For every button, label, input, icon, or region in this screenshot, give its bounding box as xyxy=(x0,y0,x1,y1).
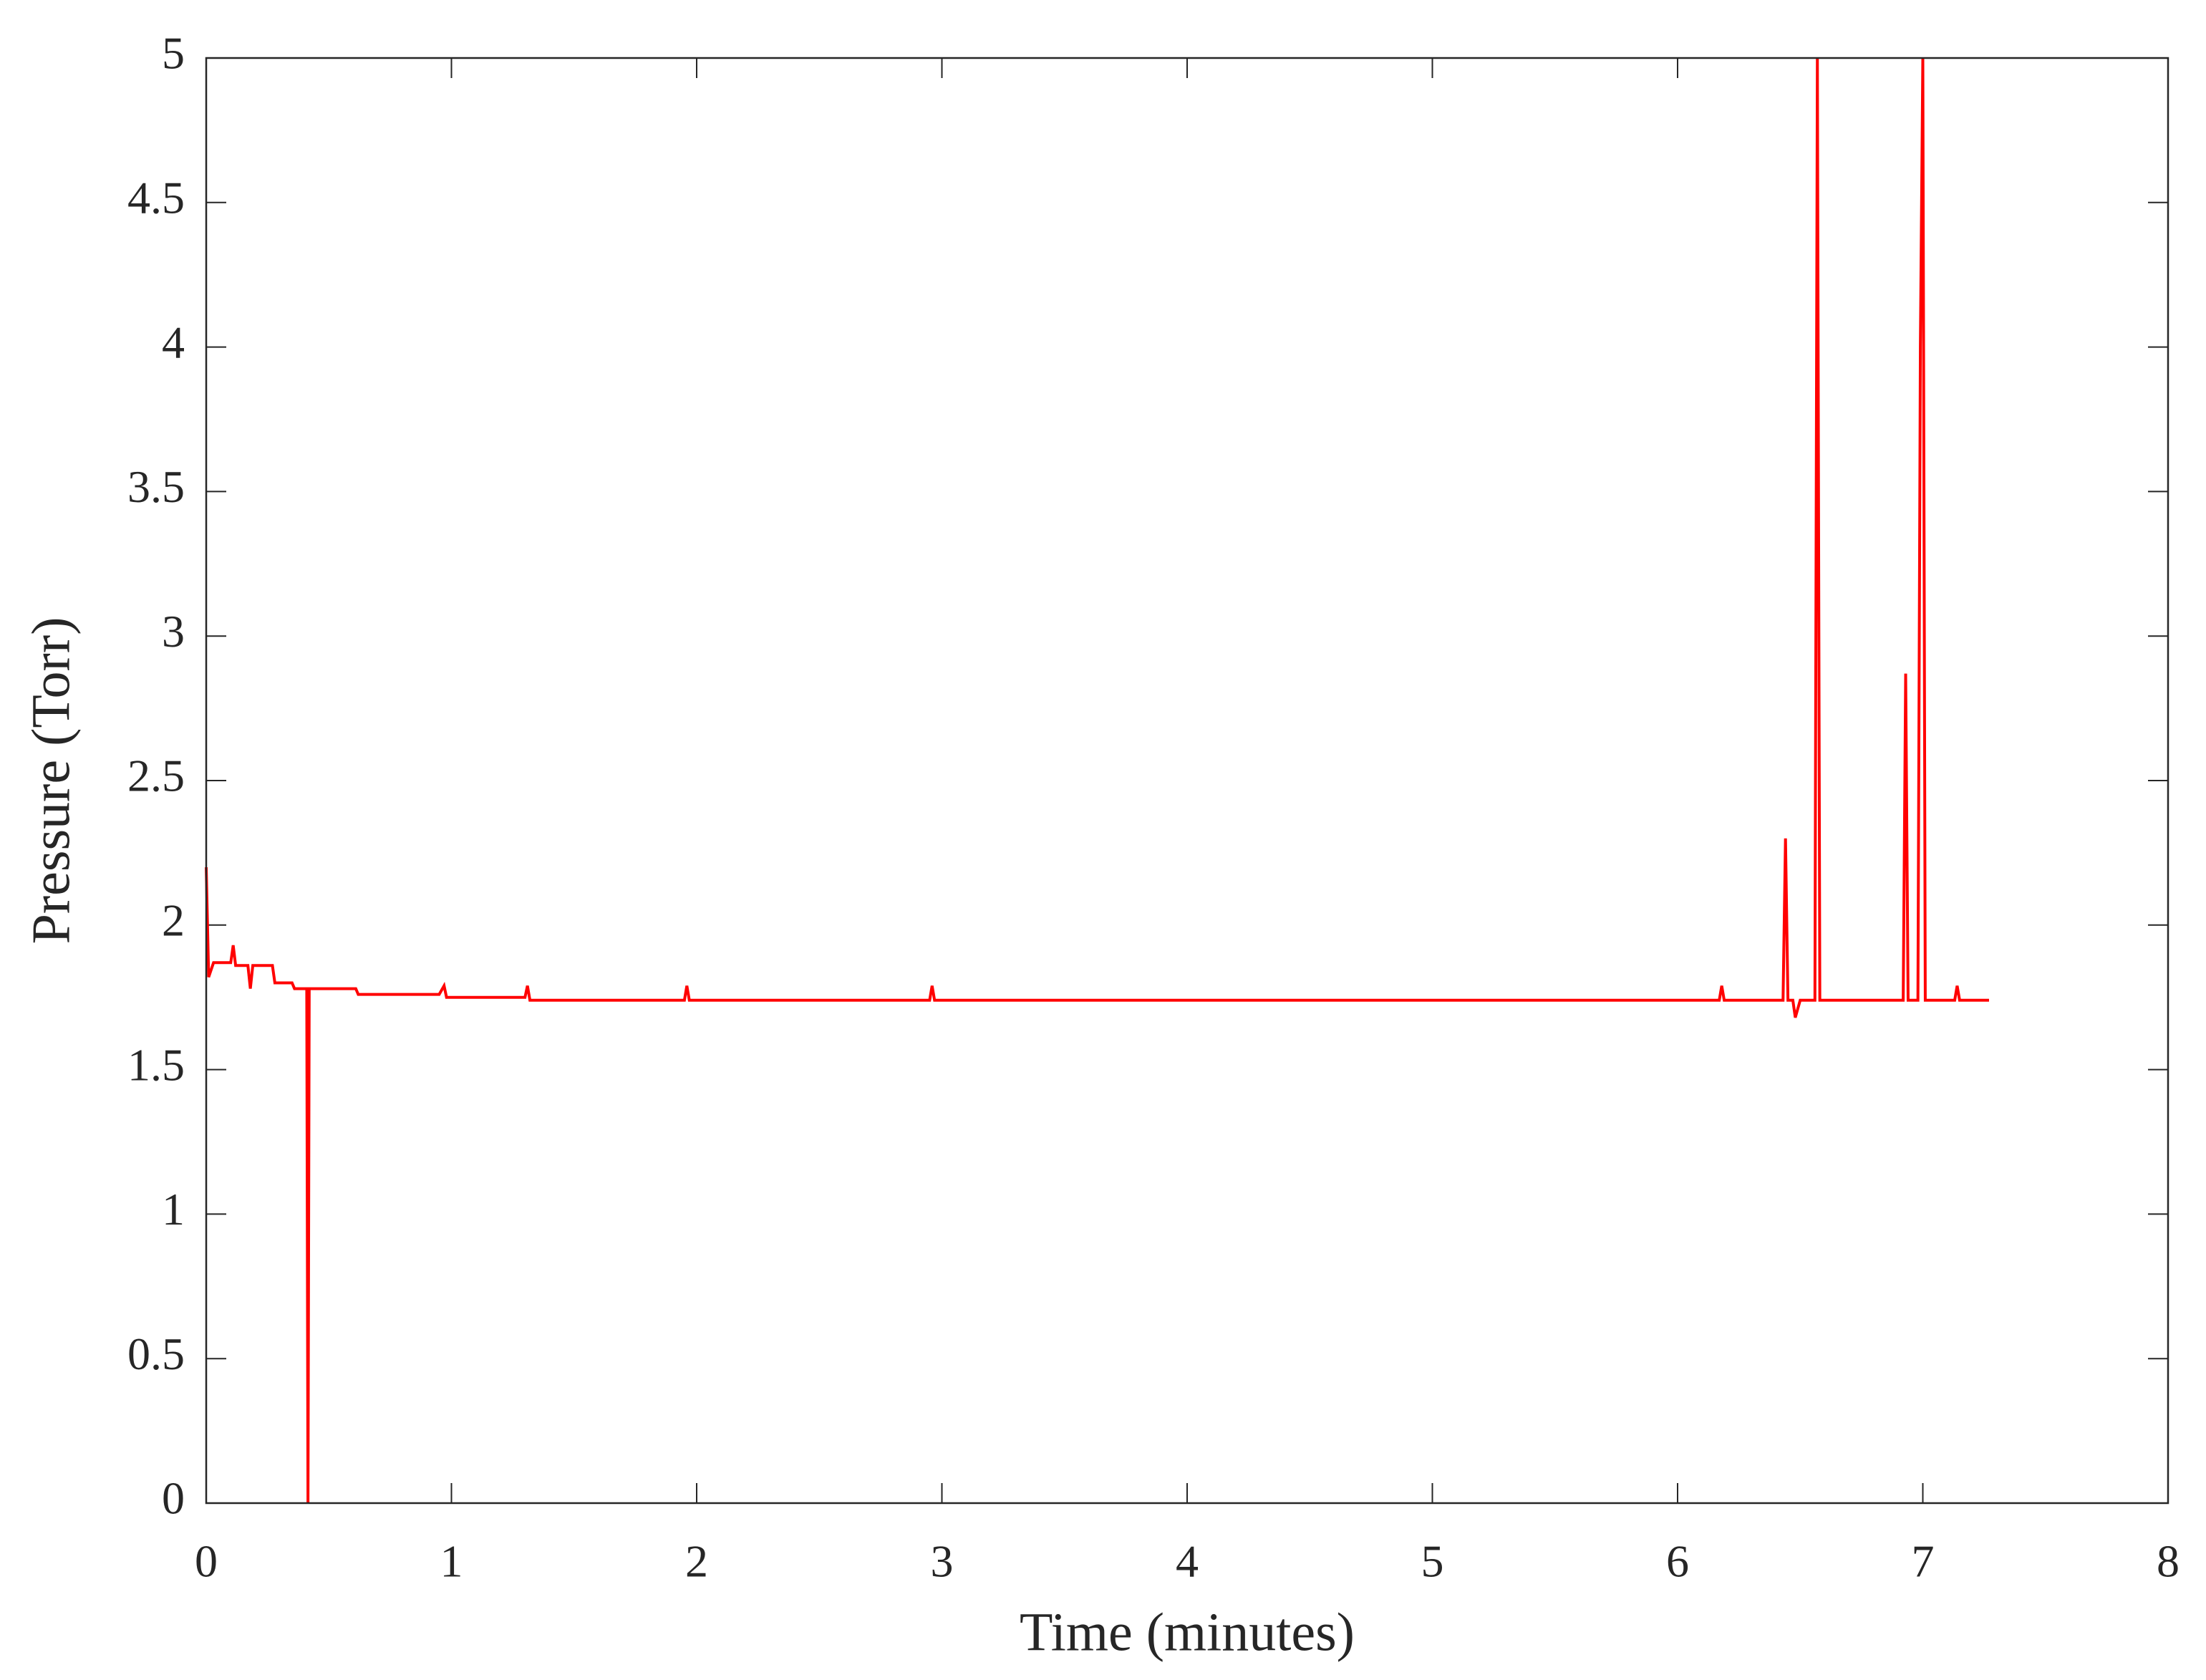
y-tick-label: 4.5 xyxy=(127,172,185,223)
y-tick-label: 3.5 xyxy=(127,461,185,512)
y-tick-label: 2 xyxy=(162,894,185,945)
y-tick-label: 2.5 xyxy=(127,750,185,801)
x-tick-label: 5 xyxy=(1421,1536,1444,1587)
y-tick-label: 3 xyxy=(162,606,185,657)
y-tick-label: 1 xyxy=(162,1184,185,1235)
x-tick-label: 7 xyxy=(1912,1536,1935,1587)
y-tick-label: 4 xyxy=(162,317,185,367)
plot-frame xyxy=(205,57,2169,1505)
x-tick-label: 1 xyxy=(440,1536,463,1587)
x-tick-label: 3 xyxy=(931,1536,954,1587)
x-tick-label: 0 xyxy=(195,1536,218,1587)
x-tick-label: 2 xyxy=(685,1536,708,1587)
y-axis-label: Pressure (Torr) xyxy=(21,617,81,945)
x-axis-label: Time (minutes) xyxy=(1020,1602,1355,1662)
data-line xyxy=(205,57,1989,1504)
x-tick-label: 8 xyxy=(2157,1536,2180,1587)
y-tick-label: 1.5 xyxy=(127,1039,185,1090)
x-tick-label: 6 xyxy=(1666,1536,1689,1587)
x-tick-label: 4 xyxy=(1176,1536,1199,1587)
y-tick-label: 0.5 xyxy=(127,1328,185,1379)
y-tick-label: 5 xyxy=(162,28,185,79)
y-tick-label: 0 xyxy=(162,1473,185,1524)
